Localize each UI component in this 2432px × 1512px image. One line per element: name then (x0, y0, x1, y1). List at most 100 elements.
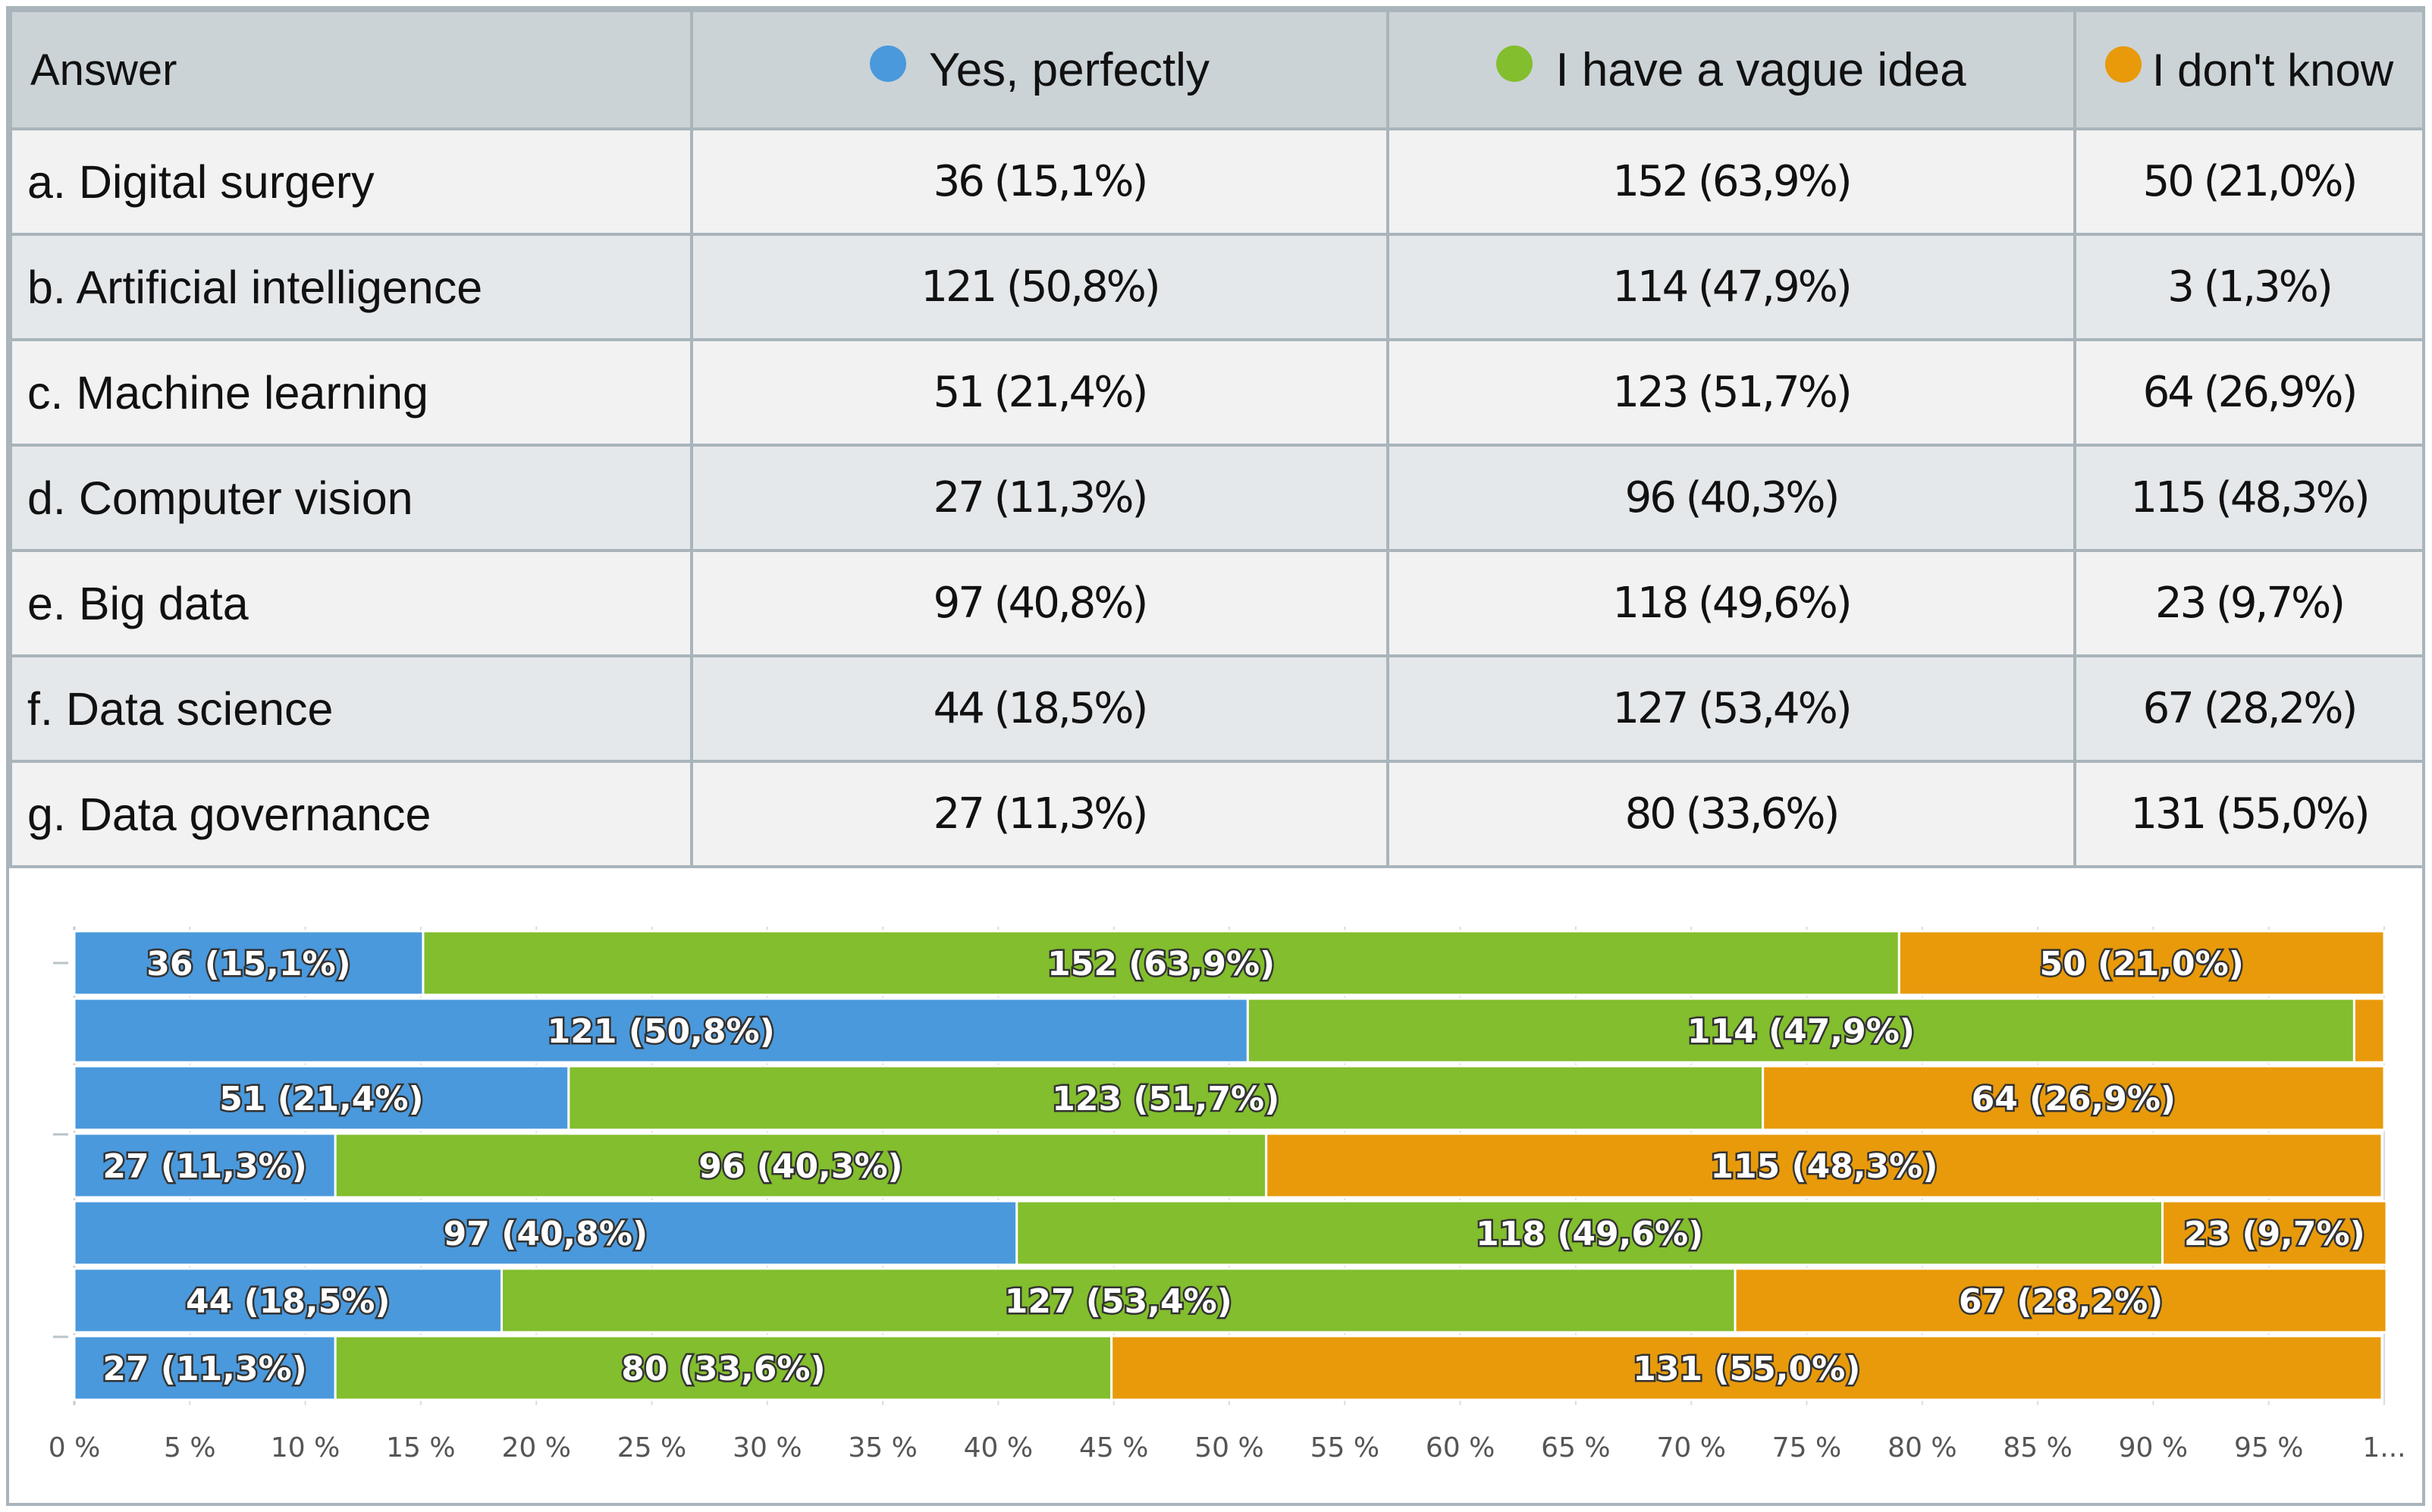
bar-segment (2352, 997, 2386, 1064)
table-row: e. Big data 97 (40,8%) 118 (49,6%) 23 (9… (9, 549, 2425, 657)
bar-data-label: 123 (51,7%) (1052, 1080, 1279, 1118)
dontknow-value: 23 (9,7%) (2073, 549, 2425, 657)
survey-results-panel: Answer Yes, perfectly I have a vague ide… (6, 6, 2425, 1506)
table-row: f. Data science 44 (18,5%) 127 (53,4%) 6… (9, 654, 2425, 763)
table-row: a. Digital surgery 36 (15,1%) 152 (63,9%… (9, 127, 2425, 236)
yes-value: 51 (21,4%) (690, 338, 1389, 447)
bar-segment (1897, 930, 2386, 996)
x-tick-label: 50 % (1194, 1432, 1263, 1463)
x-tick-label: 85 % (2003, 1432, 2072, 1463)
x-tick-label: 90 % (2119, 1432, 2188, 1463)
orange-dot-icon (2104, 45, 2142, 83)
bar-segment (334, 1335, 1113, 1401)
bar-data-label: 36 (15,1%) (146, 945, 350, 983)
vague-value: 127 (53,4%) (1386, 654, 2076, 763)
legend-label: I don't know (2151, 44, 2394, 96)
bar-data-label: 97 (40,8%) (444, 1215, 648, 1253)
yes-value: 36 (15,1%) (690, 127, 1389, 236)
bar-data-label: 27 (11,3%) (102, 1350, 306, 1388)
bar-segment (73, 1335, 337, 1401)
x-tick-label: 65 % (1541, 1432, 1610, 1463)
legend-label: Yes, perfectly (929, 43, 1210, 96)
dontknow-value: 50 (21,0%) (2073, 127, 2425, 236)
bar-segment (334, 1132, 1268, 1199)
bar-data-label: 114 (47,9%) (1687, 1012, 1915, 1051)
bar-segment (1762, 1065, 2386, 1131)
row-label: b. Artificial intelligence (9, 233, 693, 341)
stacked-bar-chart: 36 (15,1%) 152 (63,9%) 50 (21,0%) 121 (50,8… (49, 927, 2406, 1463)
x-tick-label: 80 % (1888, 1432, 1957, 1463)
legend-label: I have a vague idea (1555, 43, 1966, 96)
table-row: b. Artificial intelligence 121 (50,8%) 1… (9, 233, 2425, 341)
vague-value: 80 (33,6%) (1386, 760, 2076, 868)
bar-data-label: 27 (11,3%) (102, 1147, 306, 1186)
bar-data-label: 127 (53,4%) (1005, 1282, 1232, 1321)
row-label: c. Machine learning (9, 338, 693, 447)
x-tick-label: 95 % (2234, 1432, 2303, 1463)
dontknow-value: 67 (28,2%) (2073, 654, 2425, 763)
bar-data-label: 118 (49,6%) (1476, 1215, 1703, 1253)
yes-value: 27 (11,3%) (690, 444, 1389, 552)
x-tick-label: 30 % (733, 1432, 802, 1463)
bar-segment (73, 1065, 570, 1131)
bar-segment (1734, 1267, 2388, 1334)
x-tick-label: 45 % (1079, 1432, 1148, 1463)
dontknow-value: 3 (1,3%) (2073, 233, 2425, 341)
x-tick-label: 75 % (1772, 1432, 1841, 1463)
row-label: e. Big data (9, 549, 693, 657)
x-tick-label: 55 % (1310, 1432, 1379, 1463)
bar-segment (2161, 1200, 2388, 1266)
bar-data-label: 131 (55,0%) (1633, 1350, 1860, 1388)
bar-segment (1110, 1335, 2383, 1401)
table-row: c. Machine learning 51 (21,4%) 123 (51,7… (9, 338, 2425, 447)
green-dot-icon (1496, 45, 1533, 83)
bar-segment (73, 1267, 504, 1334)
bar-segment (422, 930, 1900, 996)
x-tick-label: 0 % (49, 1432, 101, 1463)
bar-segment (1265, 1132, 2383, 1199)
bar-data-label: 67 (28,2%) (1959, 1282, 2163, 1321)
x-tick-label: 5 % (164, 1432, 216, 1463)
bar-segment (73, 1200, 1018, 1266)
dontknow-value: 64 (26,9%) (2073, 338, 2425, 447)
table-header-row: Answer Yes, perfectly I have a vague ide… (9, 9, 2425, 130)
results-table: Answer Yes, perfectly I have a vague ide… (9, 9, 2425, 868)
legend-dont-know: I don't know (2073, 9, 2425, 130)
bar-data-label: 23 (9,7%) (2184, 1215, 2365, 1253)
x-tick-label: 10 % (271, 1432, 340, 1463)
vague-value: 123 (51,7%) (1386, 338, 2076, 447)
yes-value: 44 (18,5%) (690, 654, 1389, 763)
legend-yes-perfectly: Yes, perfectly (690, 9, 1389, 130)
vague-value: 118 (49,6%) (1386, 549, 2076, 657)
row-label: a. Digital surgery (9, 127, 693, 236)
x-tick-label: 20 % (501, 1432, 570, 1463)
bar-data-label: 64 (26,9%) (1972, 1080, 2176, 1118)
legend-vague-idea: I have a vague idea (1386, 9, 2076, 130)
bar-segment (567, 1065, 1765, 1131)
dontknow-value: 131 (55,0%) (2073, 760, 2425, 868)
blue-dot-icon (870, 45, 907, 83)
x-tick-label: 35 % (848, 1432, 917, 1463)
x-tick-label: 40 % (964, 1432, 1033, 1463)
bar-data-label: 50 (21,0%) (2039, 945, 2243, 983)
bar-data-label: 96 (40,3%) (698, 1147, 902, 1186)
bar-segment (1015, 1200, 2164, 1266)
row-label: d. Computer vision (9, 444, 693, 552)
answer-column-header: Answer (9, 9, 693, 130)
row-label: f. Data science (9, 654, 693, 763)
x-tick-label: 25 % (617, 1432, 686, 1463)
bar-data-label: 51 (21,4%) (219, 1080, 423, 1118)
bar-data-label: 80 (33,6%) (621, 1350, 825, 1388)
x-tick-label: 1... (2362, 1432, 2405, 1463)
bar-data-label: 115 (48,3%) (1710, 1147, 1938, 1186)
bar-segment (73, 997, 1249, 1064)
vague-value: 96 (40,3%) (1386, 444, 2076, 552)
table-row: d. Computer vision 27 (11,3%) 96 (40,3%)… (9, 444, 2425, 552)
x-tick-label: 70 % (1656, 1432, 1725, 1463)
yes-value: 27 (11,3%) (690, 760, 1389, 868)
dontknow-value: 115 (48,3%) (2073, 444, 2425, 552)
row-label: g. Data governance (9, 760, 693, 868)
x-tick-label: 60 % (1426, 1432, 1495, 1463)
bar-data-label: 44 (18,5%) (186, 1282, 390, 1321)
bar-data-label: 121 (50,8%) (548, 1012, 775, 1051)
